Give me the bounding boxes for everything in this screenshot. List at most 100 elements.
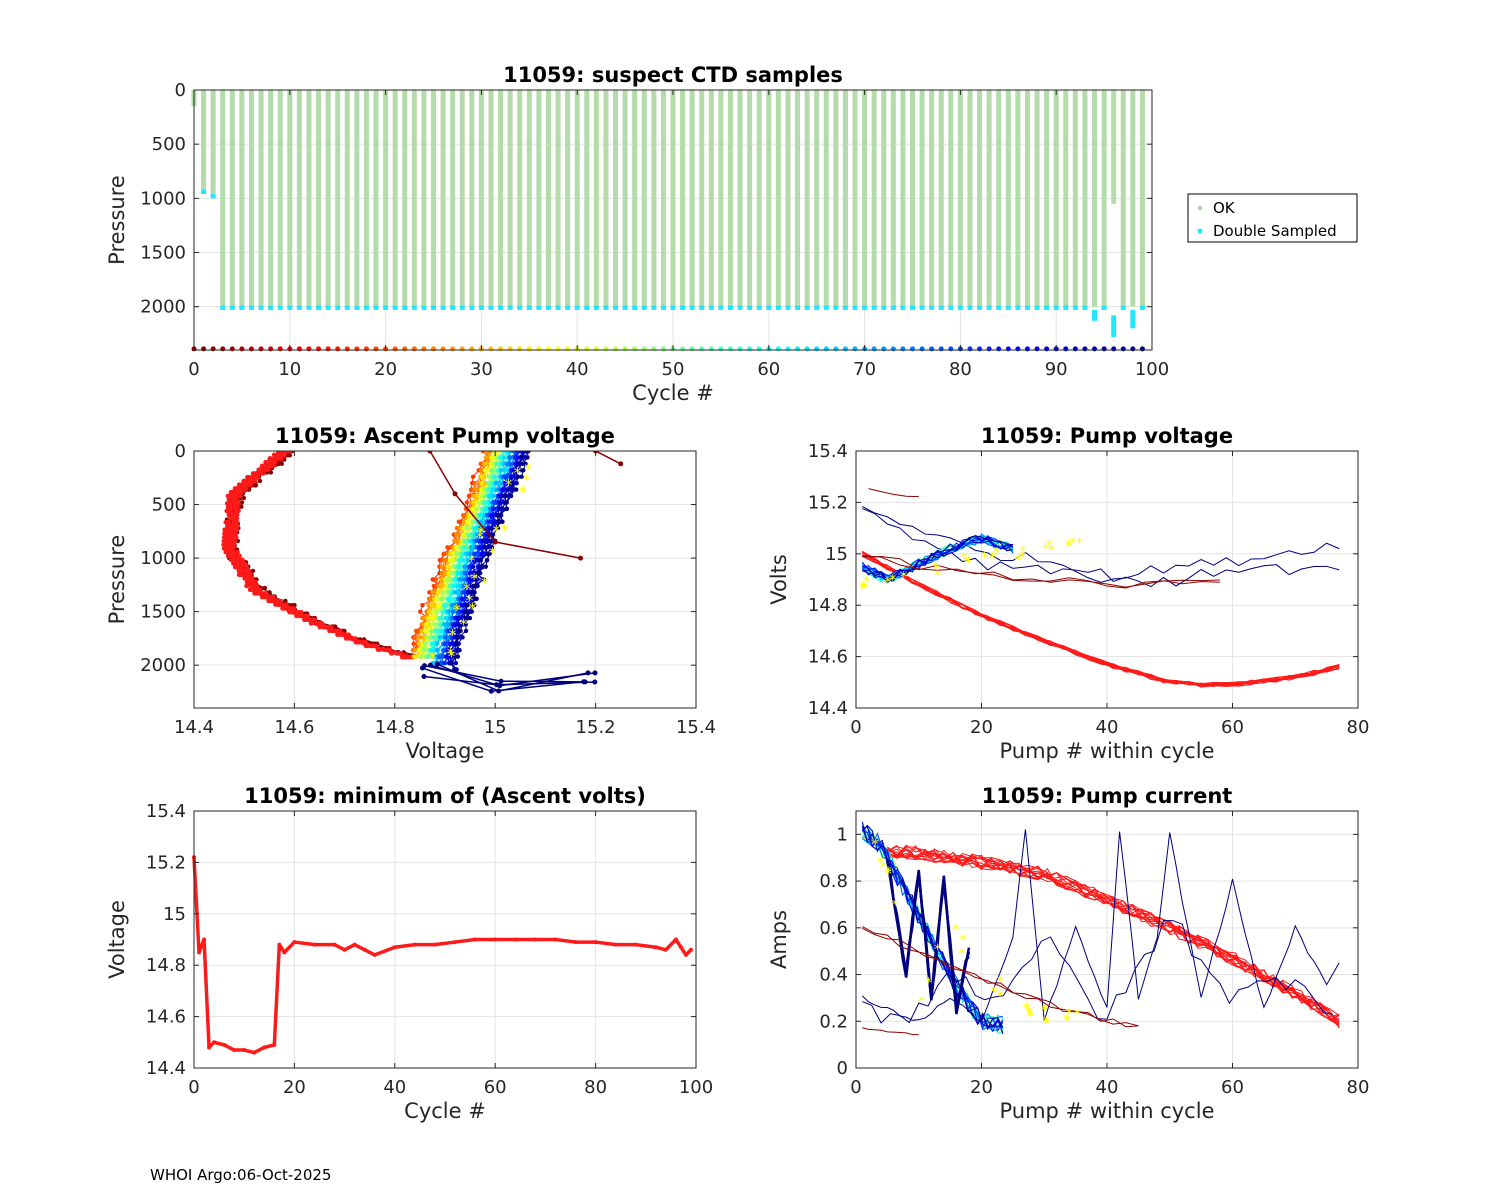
pumpv-xtick-label: 20 (970, 717, 993, 738)
min-voltage-point (207, 1045, 212, 1050)
min-voltage-line (192, 857, 693, 1055)
low-volt-cycle-point (267, 456, 272, 461)
pump-voltage-cluster-line (862, 535, 1014, 578)
ascent-cycle-point (514, 468, 519, 473)
cycle-color-marker (593, 346, 599, 352)
ascent-ylabel: Pressure (105, 535, 129, 625)
yellow-star-marker: * (468, 552, 476, 570)
cycle-color-marker (727, 346, 733, 352)
min-voltage-point (663, 947, 668, 952)
ascent-cycle-point (470, 474, 476, 479)
ascent-cycle-point (503, 474, 508, 479)
ctd-marks (191, 90, 1145, 352)
stray-profile-point (492, 539, 498, 545)
ascent-cycle-point (489, 455, 495, 460)
ascent-cycle-point (458, 628, 463, 634)
minv-ytick-label: 14.8 (146, 955, 186, 976)
ascent-cycle-point (429, 628, 434, 634)
yellow-star-marker: * (448, 647, 456, 665)
ctd-xtick-label: 100 (1135, 359, 1169, 380)
pump-current-darkred-short (862, 1027, 919, 1036)
ascent-cycle-point (424, 635, 430, 640)
low-volt-cycle-point (228, 557, 234, 562)
pump-voltage-star: * (993, 545, 1000, 561)
pump-voltage-star: * (1019, 550, 1026, 566)
pump-voltage-star: * (1046, 537, 1053, 553)
cycle-color-marker (1139, 346, 1145, 352)
ascent-cycle-point (459, 596, 465, 601)
low-volt-cycle-point (223, 549, 228, 555)
ascent-cycle-point (490, 532, 496, 537)
pump-voltage-star: * (1069, 535, 1076, 551)
low-volt-cycle-point (221, 542, 226, 547)
low-volt-cycle-point (329, 628, 335, 634)
low-volt-cycle-point (292, 606, 297, 611)
yellow-star-marker: * (505, 476, 513, 494)
minv-ytick-label: 15 (163, 904, 186, 925)
pump-voltage-star: * (934, 562, 941, 578)
low-volt-cycle-point (234, 527, 239, 532)
early-cycle-point (241, 495, 247, 501)
low-volt-cycle-point (230, 546, 235, 551)
ascent-cycle-point (474, 596, 479, 601)
yellow-star-marker: * (476, 528, 484, 546)
low-volt-cycle-point (363, 643, 369, 649)
ascent-cycle-point (471, 583, 476, 589)
deep-navy-point (493, 682, 499, 688)
low-volt-cycle-point (347, 636, 352, 641)
low-volt-cycle-point (222, 546, 227, 551)
ascent-cycle-point (479, 474, 485, 479)
ascent-cycle-point (487, 474, 492, 479)
ascent-cycle-point (501, 455, 507, 460)
pumpv-xtick-label: 0 (850, 717, 861, 738)
ascent-cycle-point (503, 500, 508, 505)
ascent-cycle-point (478, 513, 484, 518)
ascent-cycle-point (465, 603, 470, 608)
pump-voltage-star: * (900, 570, 907, 586)
legend-ok-marker (1197, 205, 1203, 211)
min-voltage-point (453, 940, 458, 945)
ascent-cycle-point (452, 590, 458, 595)
low-volt-cycle-point (247, 579, 252, 585)
low-volt-cycle-point (266, 460, 271, 465)
yellow-star-marker: * (453, 601, 461, 619)
ascent-cycle-point (442, 635, 448, 640)
ascent-cycle-point (423, 641, 428, 646)
ascent-cycle-point (478, 468, 484, 473)
ascent-cycle-point (491, 493, 496, 499)
ascent-cycle-point (474, 493, 480, 499)
ascent-cycle-point (438, 615, 444, 621)
ascent-cycle-point (487, 551, 492, 556)
low-volt-cycle-point (304, 617, 309, 622)
deep-navy-point (421, 663, 427, 669)
ascent-cycle-point (446, 564, 451, 569)
ascent-cycle-point (513, 455, 518, 460)
ascent-ticks: 14.4 14.6 14.8 15 15.2 15.4 0 500 1000 1500 2000 (140, 441, 716, 738)
cycle-color-marker (545, 346, 551, 352)
low-volt-cycle-point (263, 591, 268, 596)
ascent-cycle-point (483, 493, 488, 499)
ascent-cycle-point (435, 603, 441, 608)
min-voltage-point (633, 942, 638, 947)
ascent-cycle-point (434, 647, 439, 653)
pump-voltage-cluster-line (862, 535, 1014, 581)
early-cycle-point (239, 500, 245, 505)
pump-voltage-ylabel: Volts (767, 554, 791, 605)
pump-voltage-red-line (861, 550, 1340, 686)
ascent-cycle-point (450, 654, 455, 659)
deep-navy-point (421, 673, 427, 679)
pump-voltage-star: * (934, 568, 941, 584)
ascent-cycle-point (456, 603, 461, 608)
pump-current-star: * (958, 947, 965, 963)
ascent-cycle-point (437, 654, 442, 659)
cycle-color-marker (756, 346, 762, 352)
ctd-legend: OK Double Sampled (1187, 193, 1358, 243)
ascent-cycle-point (420, 603, 425, 608)
yellow-star-marker: * (449, 626, 457, 644)
early-cycle-point (276, 461, 282, 467)
ascent-cycle-point (463, 628, 469, 634)
ascent-cycle-point (465, 519, 470, 524)
yellow-star-marker: * (493, 522, 501, 540)
cycle-color-marker (1092, 346, 1098, 352)
